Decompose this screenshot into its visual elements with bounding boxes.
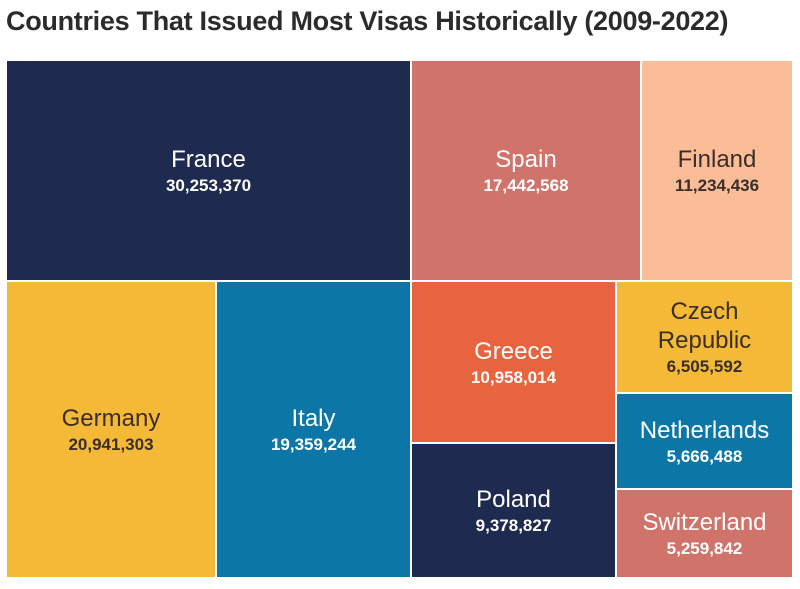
treemap-tile[interactable]: Switzerland 5,259,842 bbox=[615, 488, 794, 579]
tile-value-label: 17,442,568 bbox=[483, 176, 569, 195]
tile-country-label: Netherlands bbox=[639, 416, 770, 444]
tile-value-label: 5,259,842 bbox=[666, 539, 743, 558]
tile-country-label: France bbox=[171, 146, 246, 173]
treemap-tile[interactable]: Italy 19,359,244 bbox=[215, 280, 412, 579]
treemap-tile[interactable]: Finland 11,234,436 bbox=[640, 59, 794, 282]
tile-country-label: Germany bbox=[61, 405, 161, 432]
treemap-tile[interactable]: Germany 20,941,303 bbox=[5, 280, 217, 579]
tile-value-label: 30,253,370 bbox=[165, 176, 252, 195]
tile-value-label: 6,505,592 bbox=[666, 357, 743, 376]
tile-country-label: Poland bbox=[476, 486, 551, 513]
treemap-tile[interactable]: Greece 10,958,014 bbox=[410, 280, 617, 444]
tile-value-label: 5,666,488 bbox=[666, 446, 743, 466]
chart-title: Countries That Issued Most Visas Histori… bbox=[6, 6, 729, 36]
treemap-tile[interactable]: Spain 17,442,568 bbox=[410, 59, 642, 282]
tile-country-label: Italy bbox=[291, 405, 336, 432]
treemap-tile[interactable]: France 30,253,370 bbox=[5, 59, 412, 282]
tile-value-label: 9,378,827 bbox=[475, 516, 552, 535]
tile-value-label: 20,941,303 bbox=[68, 435, 154, 454]
tile-country-label: Greece bbox=[474, 337, 553, 365]
tile-value-label: 19,359,244 bbox=[270, 435, 357, 454]
tile-country-label: Finland bbox=[677, 146, 757, 173]
treemap-tile[interactable]: Czech Republic 6,505,592 bbox=[615, 280, 794, 394]
tile-country-label: Czech Republic bbox=[657, 298, 752, 354]
treemap-tile[interactable]: Netherlands 5,666,488 bbox=[615, 392, 794, 490]
tile-value-label: 11,234,436 bbox=[674, 176, 760, 195]
tile-country-label: Switzerland bbox=[642, 509, 767, 536]
tile-country-label: Spain bbox=[495, 146, 557, 173]
treemap-tile[interactable]: Poland 9,378,827 bbox=[410, 442, 617, 579]
tile-value-label: 10,958,014 bbox=[470, 367, 557, 387]
